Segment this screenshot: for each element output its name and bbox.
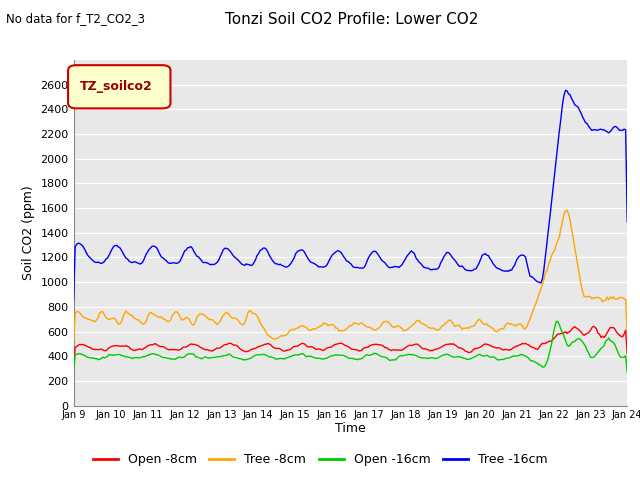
Text: TZ_soilco2: TZ_soilco2 [80,81,153,94]
FancyBboxPatch shape [68,65,170,108]
X-axis label: Time: Time [335,422,366,435]
Text: Tonzi Soil CO2 Profile: Lower CO2: Tonzi Soil CO2 Profile: Lower CO2 [225,12,479,27]
Legend: Open -8cm, Tree -8cm, Open -16cm, Tree -16cm: Open -8cm, Tree -8cm, Open -16cm, Tree -… [88,448,552,471]
Y-axis label: Soil CO2 (ppm): Soil CO2 (ppm) [22,185,35,280]
Text: No data for f_T2_CO2_3: No data for f_T2_CO2_3 [6,12,145,25]
